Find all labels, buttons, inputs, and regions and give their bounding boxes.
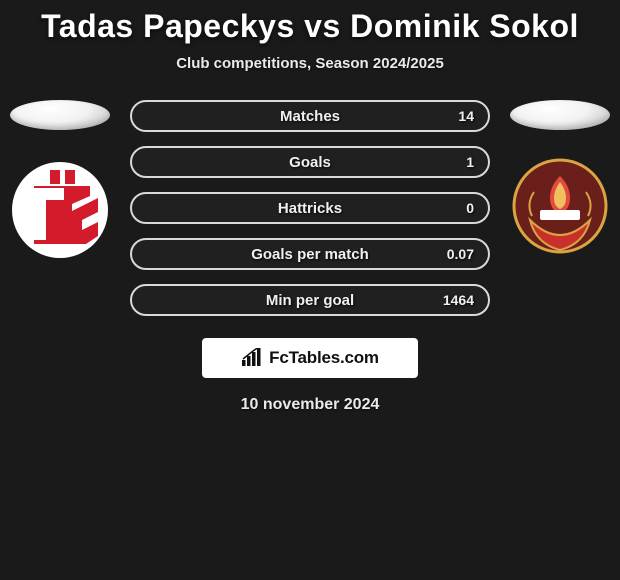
bar-chart-icon — [241, 348, 263, 368]
stat-value-right: 0.07 — [447, 246, 474, 262]
club-logo-right — [510, 158, 610, 262]
stat-label: Matches — [280, 108, 340, 125]
stat-label: Goals — [289, 154, 331, 171]
stat-label: Hattricks — [278, 200, 342, 217]
comparison-card: Tadas Papeckys vs Dominik Sokol Club com… — [0, 0, 620, 414]
stat-bar-min-per-goal: Min per goal 1464 — [130, 284, 490, 316]
club-logo-left — [10, 158, 110, 262]
branding-text: FcTables.com — [269, 348, 379, 368]
player-placeholder-left — [10, 100, 110, 130]
stat-bar-goals: Goals 1 — [130, 146, 490, 178]
season-subtitle: Club competitions, Season 2024/2025 — [0, 55, 620, 72]
stat-label: Goals per match — [251, 246, 369, 263]
stat-bar-matches: Matches 14 — [130, 100, 490, 132]
lks-logo-icon — [10, 158, 110, 262]
stat-value-right: 1464 — [443, 292, 474, 308]
right-player-column — [508, 100, 612, 262]
page-title: Tadas Papeckys vs Dominik Sokol — [0, 8, 620, 45]
stat-bar-goals-per-match: Goals per match 0.07 — [130, 238, 490, 270]
stat-value-right: 1 — [466, 154, 474, 170]
stats-column: Matches 14 Goals 1 Hattricks 0 Goals per… — [112, 100, 508, 316]
content-row: Matches 14 Goals 1 Hattricks 0 Goals per… — [0, 100, 620, 316]
player-placeholder-right — [510, 100, 610, 130]
stat-value-right: 14 — [458, 108, 474, 124]
stat-bar-hattricks: Hattricks 0 — [130, 192, 490, 224]
branding-box[interactable]: FcTables.com — [202, 338, 418, 378]
right-club-logo-icon — [510, 158, 610, 262]
stat-label: Min per goal — [266, 292, 354, 309]
date-line: 10 november 2024 — [0, 396, 620, 414]
stat-value-right: 0 — [466, 200, 474, 216]
left-player-column — [8, 100, 112, 262]
